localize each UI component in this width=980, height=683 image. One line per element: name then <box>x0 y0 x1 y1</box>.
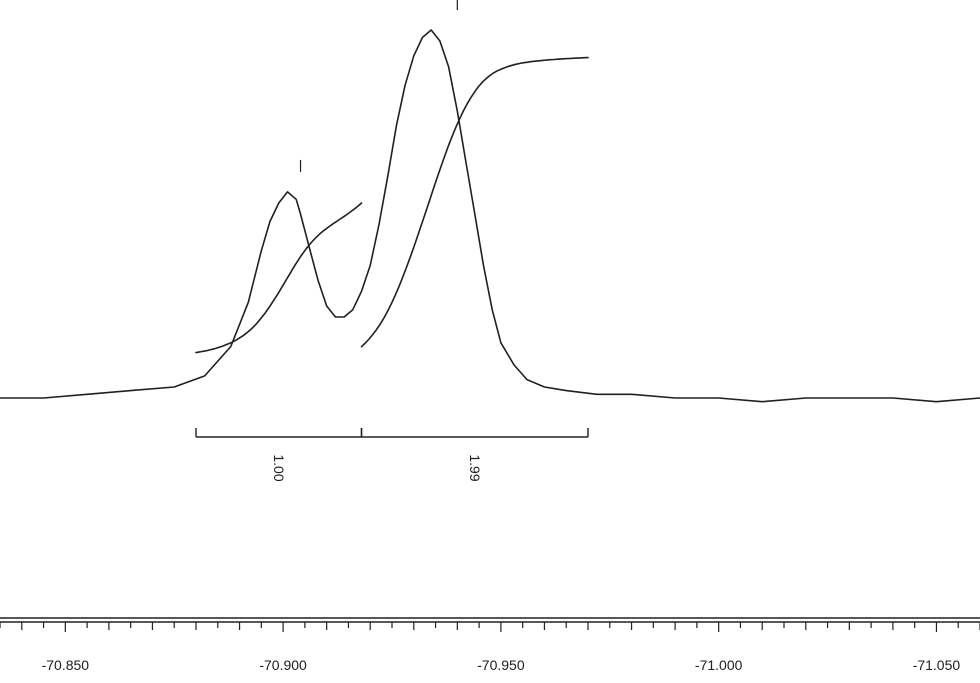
x-tick-label: -71.050 <box>913 657 961 673</box>
integral-bracket-group: 1.00 1.99 <box>195 428 589 482</box>
integral-curve <box>360 56 589 348</box>
integral-curve-group <box>195 56 589 354</box>
peak-marker-group <box>299 0 458 172</box>
x-tick-label: -71.000 <box>695 657 743 673</box>
x-tick-label: -70.950 <box>477 657 525 673</box>
spectrum-trace-group <box>0 29 980 403</box>
integral-curve <box>195 202 363 354</box>
x-tick-label: -70.900 <box>259 657 307 673</box>
integral-value-label: 1.99 <box>467 454 483 481</box>
x-axis: -70.850 -70.900 -70.950 -71.000 -71.050 <box>0 617 980 673</box>
spectrum-line <box>0 29 980 403</box>
x-tick-label: -70.850 <box>42 657 90 673</box>
integral-value-label: 1.00 <box>271 454 287 481</box>
